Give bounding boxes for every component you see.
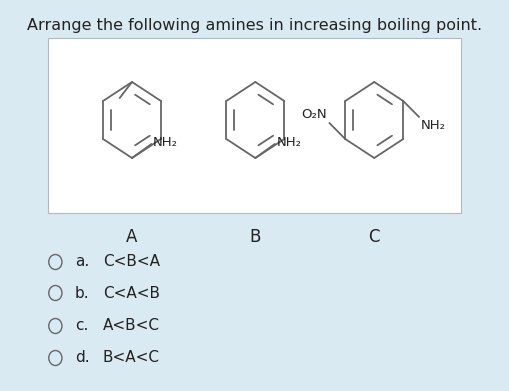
Text: O₂N: O₂N [301, 108, 327, 121]
Text: C<B<A: C<B<A [103, 255, 160, 269]
Text: Arrange the following amines in increasing boiling point.: Arrange the following amines in increasi… [27, 18, 482, 33]
Text: A<B<C: A<B<C [103, 319, 160, 334]
Text: b.: b. [75, 285, 90, 301]
Text: a.: a. [75, 255, 89, 269]
Bar [48, 38, 461, 213]
Text: A: A [126, 228, 138, 246]
Text: NH₂: NH₂ [276, 136, 301, 149]
Text: B: B [249, 228, 261, 246]
Text: NH₂: NH₂ [421, 119, 446, 132]
Text: NH₂: NH₂ [153, 136, 178, 149]
Text: C: C [369, 228, 380, 246]
Text: B<A<C: B<A<C [103, 350, 160, 366]
Text: d.: d. [75, 350, 90, 366]
Text: C<A<B: C<A<B [103, 285, 160, 301]
Text: c.: c. [75, 319, 88, 334]
